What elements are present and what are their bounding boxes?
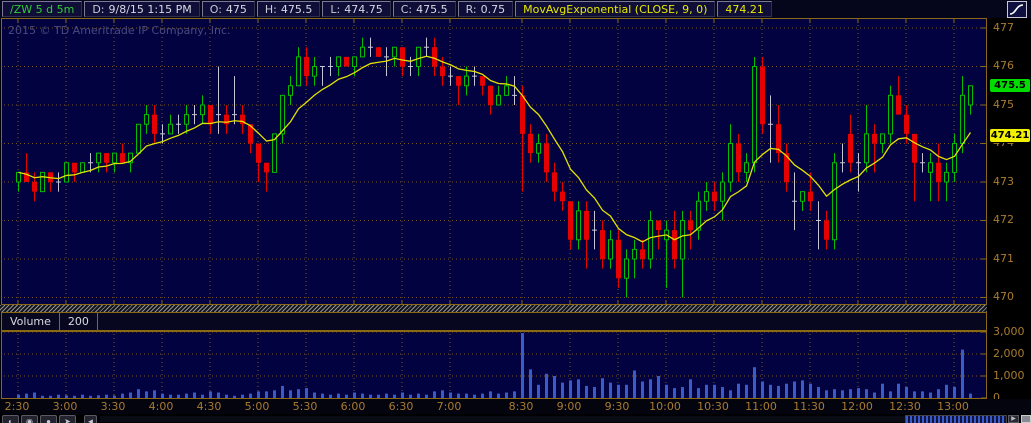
chart-style-icon[interactable] <box>1007 1 1027 18</box>
field-label: C: <box>400 2 413 16</box>
study-label-cell[interactable]: MovAvgExponential (CLOSE, 9, 0) <box>515 1 716 17</box>
scroll-right-button[interactable]: ▶ <box>1008 415 1019 423</box>
price-axis-label: 472 <box>993 213 1014 226</box>
header-field-r: R: 0.75 <box>457 1 514 17</box>
time-axis-label: 7:00 <box>436 400 462 413</box>
ma-value-badge: 474.21 <box>989 127 1031 143</box>
study-value-cell: 474.21 <box>717 1 772 17</box>
time-axis-label: 4:30 <box>196 400 222 413</box>
time-axis-label: 10:30 <box>697 400 729 413</box>
time-axis-label: 13:00 <box>937 400 969 413</box>
volume-axis-label: 2,000 <box>993 347 1025 360</box>
pane-splitter-handle[interactable] <box>0 305 1031 312</box>
field-label: R: <box>465 2 477 16</box>
time-axis-label: 6:30 <box>388 400 414 413</box>
field-label: O: <box>209 2 222 16</box>
price-axis-label: 473 <box>993 174 1014 188</box>
scrollbar-track[interactable] <box>100 416 1006 422</box>
time-axis-label: 12:30 <box>889 400 921 413</box>
volume-axis-label: 0 <box>993 391 1000 404</box>
time-axis-label: 9:00 <box>556 400 582 413</box>
time-axis-label: 12:00 <box>841 400 873 413</box>
field-label: H: <box>264 2 277 16</box>
chart-header: /ZW 5 d 5m D: 9/8/15 1:15 PM O: 475 H: 475.5 L… <box>0 0 1031 18</box>
volume-axis-label: 1,000 <box>993 369 1025 382</box>
header-field-d: D: 9/8/15 1:15 PM <box>84 1 200 17</box>
time-axis-label: 9:30 <box>604 400 630 413</box>
time-axis-label: 2:30 <box>4 400 30 413</box>
copyright-text: 2015 © TD Ameritrade IP Company, Inc. <box>8 24 231 37</box>
time-axis-label: 8:30 <box>508 400 534 413</box>
bottom-toolbar: ◐ ◉ ● ➤ ◄ ▶ <box>0 414 1031 423</box>
field-value: 474.75 <box>344 2 383 16</box>
field-value: 475.5 <box>416 2 448 16</box>
zoom-tool-button[interactable]: ◉ <box>21 415 38 423</box>
time-axis-label: 5:00 <box>244 400 270 413</box>
volume-pane[interactable] <box>1 331 987 399</box>
header-field-o: O: 475 <box>201 1 255 17</box>
price-pane[interactable]: 2015 © TD Ameritrade IP Company, Inc. <box>1 18 987 305</box>
field-label: L: <box>330 2 341 16</box>
time-axis-label: 4:00 <box>148 400 174 413</box>
price-axis-label: 477 <box>993 20 1014 34</box>
crosshair-tool-button[interactable]: ◐ <box>2 415 19 423</box>
header-field-c: C: 475.5 <box>392 1 456 17</box>
header-field-l: L: 474.75 <box>322 1 391 17</box>
time-axis-label: 3:00 <box>52 400 78 413</box>
symbol-cell[interactable]: /ZW 5 d 5m <box>2 1 83 17</box>
time-axis-label: 11:00 <box>745 400 777 413</box>
field-value: 475 <box>225 2 247 16</box>
volume-axis-label: 3,000 <box>993 325 1025 338</box>
volume-header-row: Volume 200 <box>1 312 987 331</box>
price-axis-label: 471 <box>993 251 1014 265</box>
pointer-tool-button[interactable]: ➤ <box>59 415 76 423</box>
volume-last-value: 200 <box>60 313 98 330</box>
field-value: 9/8/15 1:15 PM <box>108 2 192 16</box>
scrollbar-thumb[interactable] <box>905 415 1007 423</box>
field-label: D: <box>92 2 105 16</box>
field-value: 0.75 <box>480 2 506 16</box>
price-axis: 477476475474473472471470 475.5 474.21 3,… <box>987 18 1031 414</box>
price-axis-label: 476 <box>993 59 1014 72</box>
time-axis-label: 6:00 <box>340 400 366 413</box>
time-axis-label: 3:30 <box>100 400 126 413</box>
last-price-badge: 475.5 <box>989 78 1031 94</box>
pan-tool-button[interactable]: ● <box>40 415 57 423</box>
candlestick-chart <box>4 19 986 304</box>
volume-study-label[interactable]: Volume <box>2 313 60 330</box>
curve-icon <box>1009 4 1024 15</box>
ohlc-readout: D: 9/8/15 1:15 PM O: 475 H: 475.5 L: 474.75 C: 47… <box>82 0 514 18</box>
corner-grip[interactable] <box>1021 415 1031 423</box>
time-axis-label: 5:30 <box>292 400 318 413</box>
header-field-h: H: 475.5 <box>256 1 321 17</box>
price-axis-label: 470 <box>993 290 1014 303</box>
time-axis: 2:30 3:00 3:30 4:00 4:30 5:00 5:30 6:00 6:30 7:00… <box>0 399 1031 414</box>
volume-chart <box>4 332 986 398</box>
field-value: 475.5 <box>280 2 313 16</box>
time-axis-label: 11:30 <box>793 400 825 413</box>
price-axis-label: 475 <box>993 97 1014 111</box>
time-axis-label: 10:00 <box>649 400 681 413</box>
scroll-left-button[interactable]: ◄ <box>84 415 97 423</box>
